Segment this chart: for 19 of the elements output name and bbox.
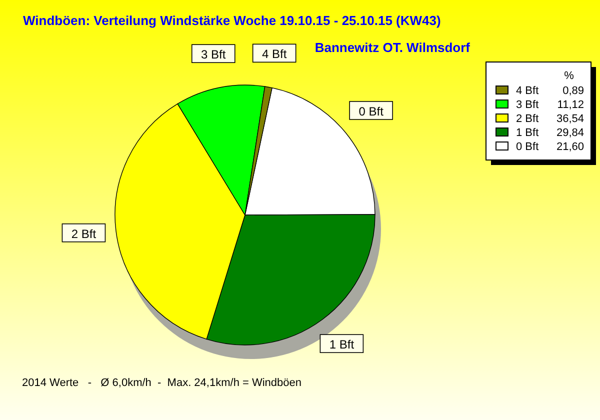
legend-label: 0 Bft: [516, 141, 539, 153]
data-label: 11,12: [557, 99, 584, 111]
data-label: 21,60: [556, 141, 584, 153]
data-label: 36,54: [556, 113, 584, 125]
legend-label: 2 Bft: [516, 113, 539, 125]
slice-label: 2 Bft: [71, 226, 97, 241]
legend-label: 3 Bft: [516, 99, 539, 111]
slice-label: 0 Bft: [358, 104, 384, 118]
slice-label: 4 Bft: [262, 47, 288, 62]
slice-label: 1 Bft: [329, 338, 355, 352]
legend-label: 1 Bft: [516, 127, 539, 139]
slice-label: 3 Bft: [201, 48, 226, 62]
chart-subtitle: Bannewitz OT. Wilmsdorf: [314, 40, 471, 55]
legend-label: 4 Bft: [516, 85, 539, 97]
legend-title: %: [564, 70, 574, 82]
text: 2014 Werte - Ø 6,0km/h - Max. 24,1km/h = Windböen: [22, 377, 302, 389]
data-label: 0,89: [562, 85, 584, 97]
chart-title: Windböen: Verteilung Windstärke Woche 19.10.15 - 25.10.15 (KW43): [23, 13, 441, 28]
data-label: 29,84: [556, 127, 584, 139]
